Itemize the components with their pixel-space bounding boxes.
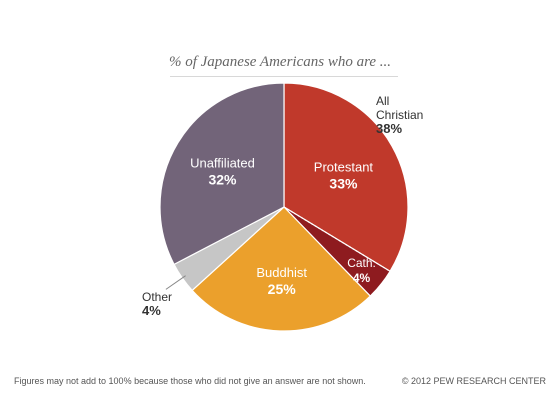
slice-value-unaffiliated: 32% (208, 172, 237, 188)
all-christian-annotation: All Christian 38% (376, 94, 423, 136)
slice-value-buddhist: 25% (268, 281, 297, 297)
other-value: 4% (142, 303, 161, 318)
slice-label-unaffiliated: Unaffiliated (190, 156, 255, 171)
slice-label-buddhist: Buddhist (256, 265, 307, 280)
slice-protestant (283, 82, 409, 273)
other-leader-line (165, 275, 186, 290)
all-christian-label-line2: Christian (376, 108, 424, 122)
other-label: Other (142, 290, 173, 304)
christian-subgroup-divider (283, 206, 391, 272)
slice-label-cath: Cath. (347, 256, 376, 270)
source-credit: © 2012 PEW RESEARCH CENTER (401, 376, 546, 386)
all-christian-value: 38% (376, 121, 403, 136)
other-label-block: Other 4% (142, 290, 172, 318)
slice-buddhist (191, 206, 372, 332)
all-christian-label-line1: All (376, 94, 390, 108)
footnote: Figures may not add to 100% because thos… (14, 376, 366, 386)
title-rule (170, 76, 398, 77)
chart-title: % of Japanese Americans who are ... (168, 54, 392, 70)
slice-value-protestant: 33% (329, 176, 358, 192)
slice-unaffiliated (159, 82, 285, 266)
slice-value-cath: 4% (353, 271, 371, 285)
slice-label-protestant: Protestant (314, 160, 374, 175)
